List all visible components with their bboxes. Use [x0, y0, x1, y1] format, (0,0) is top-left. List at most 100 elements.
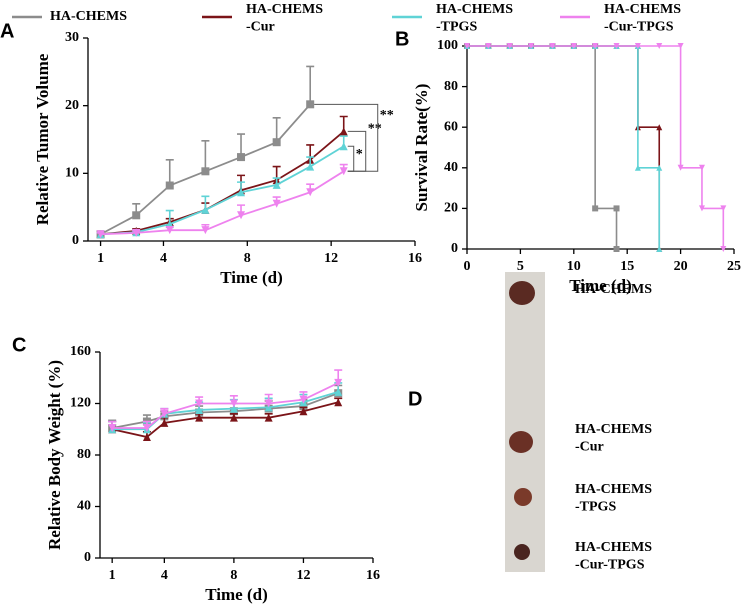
marker — [229, 399, 238, 408]
marker — [272, 138, 281, 147]
x-tick-label: 4 — [160, 251, 167, 266]
marker — [165, 181, 174, 190]
marker — [108, 423, 117, 432]
panel-label: B — [395, 28, 409, 50]
x-tick-label: 1 — [109, 568, 116, 583]
series-line — [467, 45, 725, 249]
y-tick-label: 20 — [65, 98, 79, 113]
y-axis-label: Relative Body Weight (%) — [45, 360, 64, 550]
marker — [464, 43, 470, 49]
marker — [339, 127, 348, 136]
y-tick-label: 20 — [444, 201, 458, 216]
tumor — [514, 488, 532, 506]
x-tick-label: 16 — [366, 568, 380, 583]
x-tick-label: 4 — [161, 568, 168, 583]
marker — [195, 413, 204, 422]
y-tick-label: 40 — [444, 160, 458, 175]
marker — [299, 395, 308, 404]
series-line — [467, 45, 661, 249]
y-tick-label: 0 — [84, 550, 91, 565]
marker — [160, 418, 169, 427]
marker — [299, 407, 308, 416]
x-tick-label: 15 — [620, 259, 634, 274]
marker — [549, 43, 556, 49]
marker — [592, 43, 599, 49]
marker — [339, 142, 348, 151]
marker — [264, 413, 273, 422]
y-tick-label: 80 — [444, 79, 458, 94]
marker — [142, 423, 151, 432]
marker — [677, 43, 684, 49]
x-tick-label: 12 — [324, 251, 338, 266]
x-tick-label: 0 — [464, 259, 471, 274]
tumor — [509, 281, 535, 305]
y-tick-label: 100 — [437, 38, 458, 53]
marker — [195, 405, 204, 414]
sample-label: HA-CHEMS -Cur-TPGS — [575, 540, 652, 573]
significance-bracket — [347, 145, 355, 172]
marker — [720, 205, 727, 212]
marker — [656, 164, 663, 171]
sample-label: HA-CHEMS -TPGS — [575, 482, 652, 515]
significance-label: ** — [380, 108, 394, 123]
y-tick-label: 120 — [70, 396, 91, 411]
marker — [656, 246, 663, 252]
error-bar — [272, 117, 281, 143]
marker — [613, 43, 620, 49]
marker — [96, 230, 105, 239]
marker — [698, 205, 705, 212]
x-axis-label: Time (d) — [569, 276, 632, 295]
x-tick-label: 12 — [296, 568, 310, 583]
marker — [592, 205, 599, 212]
legend-label: HA-CHEMS -Cur-TPGS — [604, 2, 681, 35]
marker — [528, 43, 535, 49]
marker — [634, 164, 641, 171]
significance-label: * — [356, 147, 363, 162]
marker — [334, 378, 343, 387]
sample-label: HA-CHEMS -Cur — [575, 422, 652, 455]
error-bar — [306, 65, 315, 105]
marker — [195, 399, 204, 408]
marker — [165, 226, 174, 235]
marker — [506, 43, 513, 49]
x-tick-label: 16 — [408, 251, 422, 266]
series-line — [100, 145, 345, 236]
tumor — [514, 544, 530, 560]
x-tick-label: 20 — [674, 259, 688, 274]
y-tick-label: 80 — [77, 447, 91, 462]
y-tick-label: 60 — [444, 119, 458, 134]
y-tick-label: 30 — [65, 30, 79, 45]
panel-label: A — [0, 20, 14, 42]
marker — [334, 398, 343, 407]
legend-label: HA-CHEMS -Cur — [246, 2, 323, 35]
x-tick-label: 8 — [244, 251, 251, 266]
marker — [613, 246, 620, 252]
marker — [485, 43, 492, 49]
marker — [339, 167, 348, 176]
tumor-photo — [505, 272, 545, 572]
marker — [132, 228, 141, 237]
x-tick-label: 8 — [230, 568, 237, 583]
marker — [229, 413, 238, 422]
y-axis-label: Survival Rate(%) — [412, 84, 431, 212]
error-bar — [201, 140, 210, 172]
marker — [237, 188, 246, 197]
marker — [264, 399, 273, 408]
significance-label: ** — [368, 122, 382, 137]
marker — [142, 432, 151, 441]
x-axis-label: Time (d) — [205, 585, 268, 604]
legend-label: HA-CHEMS -TPGS — [436, 2, 513, 35]
error-bar — [165, 159, 174, 186]
marker — [334, 387, 343, 396]
series-line — [467, 45, 618, 249]
marker — [570, 43, 577, 49]
x-axis-label: Time (d) — [220, 268, 283, 287]
marker — [634, 43, 641, 49]
marker — [306, 100, 315, 109]
marker — [698, 164, 705, 171]
marker — [272, 199, 281, 208]
sample-label: HA-CHEMS — [575, 282, 652, 297]
marker — [237, 211, 246, 220]
panel-label: D — [408, 388, 422, 410]
